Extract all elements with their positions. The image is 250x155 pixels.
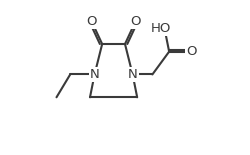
Text: N: N: [128, 68, 138, 81]
Text: O: O: [86, 15, 97, 28]
Text: O: O: [130, 15, 141, 28]
Text: HO: HO: [150, 22, 171, 35]
Text: O: O: [186, 45, 196, 58]
Text: N: N: [90, 68, 100, 81]
